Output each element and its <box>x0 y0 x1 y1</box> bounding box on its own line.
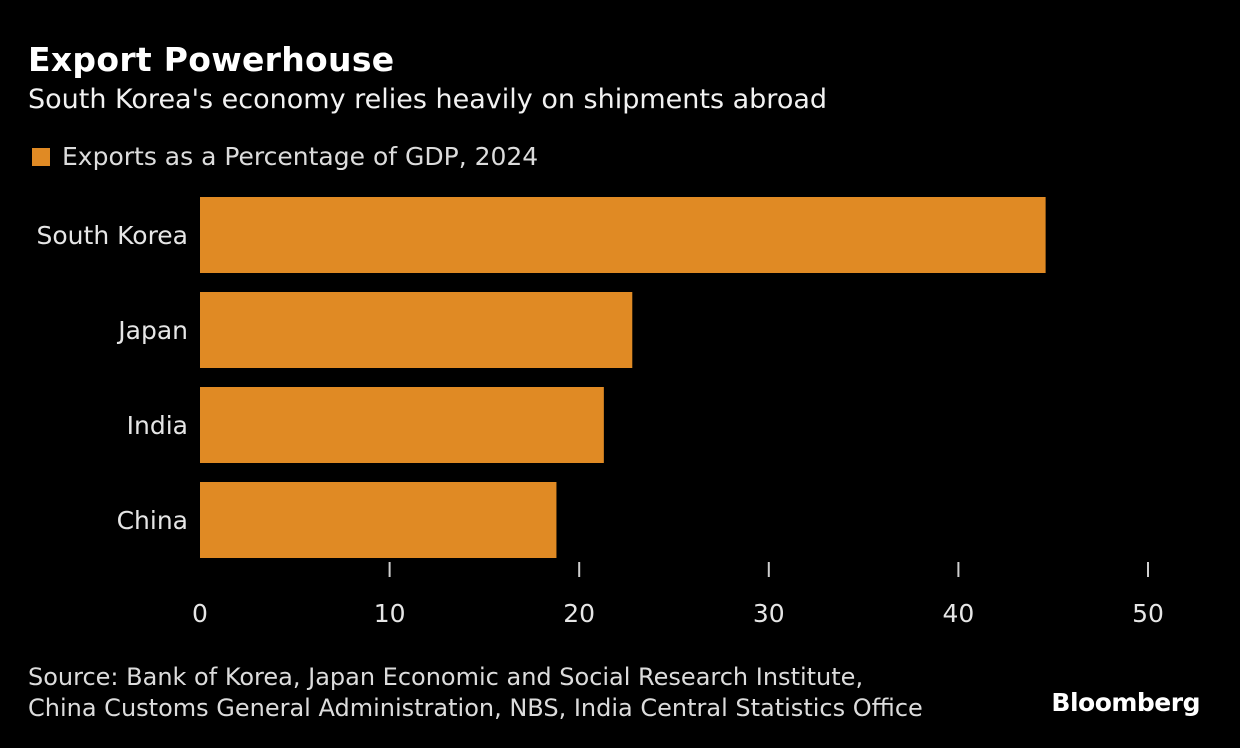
chart-subtitle: South Korea's economy relies heavily on … <box>28 84 828 115</box>
x-axis: 0 10 20 30 40 50 <box>192 562 1164 628</box>
category-label: India <box>127 411 188 440</box>
bloomberg-logo: Bloomberg <box>1051 688 1200 717</box>
x-tick-label: 20 <box>563 599 595 628</box>
x-tick-label: 40 <box>942 599 974 628</box>
legend-swatch <box>32 147 50 166</box>
legend-label: Exports as a Percentage of GDP, 2024 <box>62 142 539 171</box>
legend: Exports as a Percentage of GDP, 2024 <box>32 142 538 171</box>
chart-title: Export Powerhouse <box>28 40 395 79</box>
category-label: China <box>117 506 188 535</box>
bar-india <box>200 387 604 463</box>
bar-japan <box>200 292 633 368</box>
source-line-1: Source: Bank of Korea, Japan Economic an… <box>28 663 864 691</box>
category-label: South Korea <box>37 221 188 250</box>
category-label: Japan <box>116 316 188 345</box>
x-tick-label: 10 <box>374 599 406 628</box>
x-tick-label: 30 <box>753 599 785 628</box>
bar-china <box>200 482 557 558</box>
category-labels-group: South Korea Japan India China <box>37 221 188 535</box>
bars-group <box>200 197 1046 558</box>
x-tick-label: 50 <box>1132 599 1164 628</box>
source-note: Source: Bank of Korea, Japan Economic an… <box>28 662 923 724</box>
bar-south-korea <box>200 197 1046 273</box>
source-line-2: China Customs General Administration, NB… <box>28 694 923 722</box>
x-tick-label: 0 <box>192 599 208 628</box>
